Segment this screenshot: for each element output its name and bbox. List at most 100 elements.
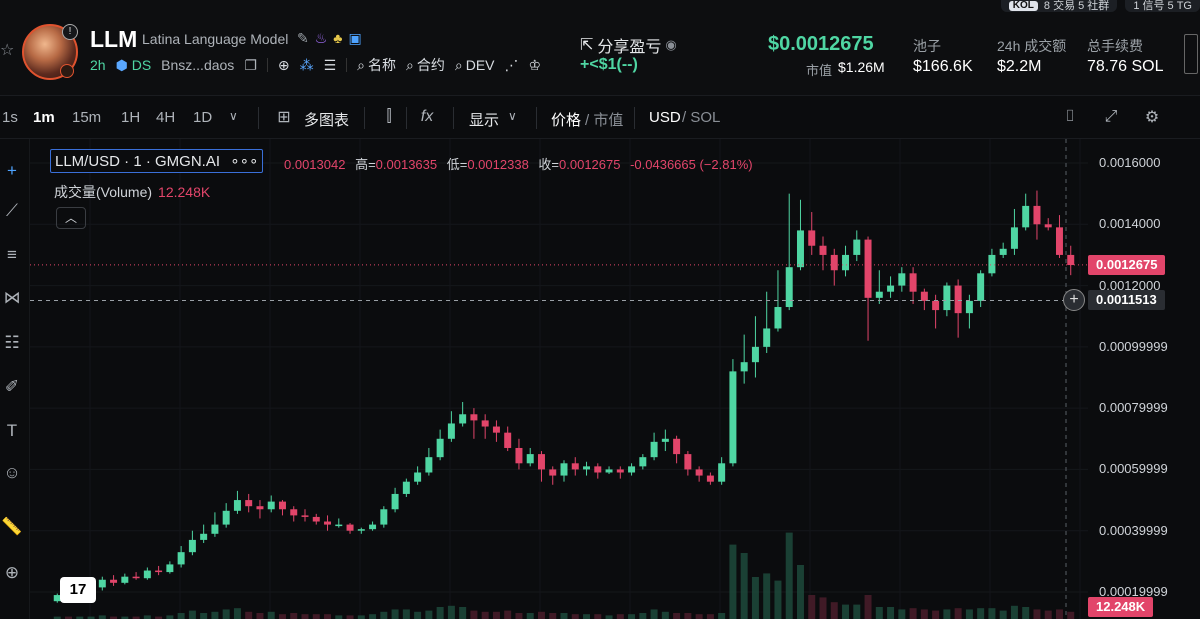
- share-node-icon[interactable]: ⋰: [504, 56, 519, 73]
- volume-bar: [594, 614, 602, 619]
- usd-toggle[interactable]: USD: [649, 109, 681, 126]
- symbol-legend[interactable]: LLM/USD · 1 · GMGN.AI ∘∘∘: [50, 149, 264, 173]
- volume-bar: [684, 613, 692, 619]
- interval-4h[interactable]: 4H: [156, 109, 176, 126]
- volume-bar: [369, 614, 377, 619]
- chevron-down-icon[interactable]: ∨: [508, 109, 517, 123]
- volume-bar: [1022, 607, 1030, 619]
- volume-bar: [380, 611, 388, 619]
- interval-1m[interactable]: 1m: [33, 109, 55, 126]
- interval-1s[interactable]: 1s: [2, 109, 18, 126]
- volume-bar: [391, 609, 399, 619]
- ds-label: DS: [131, 56, 152, 73]
- candle-body: [470, 414, 478, 421]
- signal-pill[interactable]: 1 信号 5 TG: [1125, 0, 1200, 12]
- ruler-icon[interactable]: 📏: [1, 517, 23, 536]
- chat-icon[interactable]: ▣: [348, 30, 362, 46]
- display-dropdown[interactable]: 显示: [469, 112, 500, 129]
- interval-1h[interactable]: 1H: [121, 109, 141, 126]
- zoom-in-icon[interactable]: ⊕: [4, 563, 20, 582]
- candle-body: [155, 570, 163, 573]
- interval-1d[interactable]: 1D: [193, 109, 213, 126]
- volume-bar: [504, 610, 512, 619]
- price-toggle[interactable]: 价格: [551, 112, 582, 129]
- fullscreen-icon[interactable]: ⤢: [1104, 108, 1118, 125]
- volume-bar: [526, 613, 534, 619]
- pattern-icon[interactable]: ⋈: [3, 288, 21, 307]
- fire-icon: ♨: [314, 30, 328, 46]
- panel-edge-icon[interactable]: [1184, 34, 1198, 74]
- candle-body: [459, 414, 467, 424]
- brush-icon[interactable]: ✐: [4, 377, 20, 396]
- symbol-label: LLM/USD · 1 · GMGN.AI: [55, 153, 221, 170]
- volume-bar: [650, 609, 658, 619]
- candle-body: [380, 509, 388, 525]
- volume-bar: [312, 614, 320, 619]
- mcap-toggle[interactable]: / 市值: [585, 112, 624, 129]
- y-tick-label: 0.0016000: [1099, 155, 1161, 170]
- kol-pill[interactable]: KOL 8 交易 5 社群: [1000, 0, 1118, 12]
- interval-15m[interactable]: 15m: [72, 109, 102, 126]
- indicator-fx-icon[interactable]: fx: [420, 108, 434, 125]
- volume-bar: [583, 614, 591, 619]
- candle-body: [492, 426, 500, 433]
- ds-link[interactable]: ⬢ DS: [116, 57, 152, 74]
- camera-icon[interactable]: ⌷: [1065, 108, 1075, 125]
- search-dev-link[interactable]: ⌕ DEV: [455, 57, 495, 74]
- drawing-tools: + ⟋ ≡ ⋈ ☷ ✐ T ☺ 📏 ⊕: [0, 139, 30, 619]
- candle-body: [222, 510, 230, 525]
- candle-body: [256, 506, 264, 510]
- eye-icon[interactable]: ◉: [665, 37, 677, 52]
- sol-toggle[interactable]: / SOL: [682, 109, 721, 126]
- candle-body: [751, 346, 759, 363]
- volume-bar: [853, 604, 861, 619]
- chevron-down-icon[interactable]: ∨: [229, 109, 238, 123]
- crosshair-icon[interactable]: +: [7, 161, 17, 180]
- add-alert-icon[interactable]: +: [1063, 289, 1085, 312]
- y-tick-label: 0.00039999: [1099, 522, 1168, 538]
- volume-bar: [796, 565, 804, 619]
- price-chart[interactable]: [30, 139, 1200, 619]
- volume-bar: [267, 611, 275, 619]
- copy-icon[interactable]: ❐: [244, 56, 257, 73]
- volume-bar: [222, 609, 230, 619]
- community-icon[interactable]: ♣: [333, 30, 343, 46]
- more-icon[interactable]: ∘∘∘: [230, 153, 259, 170]
- info-badge-icon[interactable]: !: [62, 24, 78, 40]
- crosshair-price-badge: 0.0011513: [1088, 290, 1165, 311]
- crown-icon[interactable]: ♔: [528, 56, 542, 73]
- volume-bar: [920, 609, 928, 619]
- market-cap-value: $1.26M: [838, 59, 885, 75]
- volume-bar: [909, 608, 917, 619]
- candle-body: [639, 457, 647, 467]
- collapse-legend-button[interactable]: ︿: [56, 207, 86, 229]
- add-chart-icon[interactable]: ⊞: [277, 109, 291, 126]
- search-name-link[interactable]: ⌕ 名称: [357, 55, 396, 75]
- candle-body: [1022, 205, 1030, 228]
- globe-icon[interactable]: ⊕: [277, 56, 290, 73]
- emoji-icon[interactable]: ☺: [3, 463, 21, 482]
- favorite-star-icon[interactable]: ☆: [0, 42, 15, 59]
- search-contract-link[interactable]: ⌕ 合约: [406, 55, 445, 75]
- candle-body: [661, 438, 669, 442]
- edit-icon[interactable]: ✎: [297, 30, 309, 46]
- volume-bar: [639, 613, 647, 619]
- list-icon[interactable]: ☰: [323, 56, 337, 73]
- trendline-icon[interactable]: ⟋: [6, 201, 18, 220]
- candle-body: [188, 539, 196, 553]
- fib-icon[interactable]: ☷: [4, 333, 20, 352]
- volume-bar: [887, 607, 895, 619]
- candle-type-icon[interactable]: ⫿: [386, 108, 392, 125]
- people-icon[interactable]: ⁂: [299, 56, 314, 73]
- horizontal-lines-icon[interactable]: ≡: [7, 245, 17, 264]
- multi-chart-button[interactable]: 多图表: [304, 112, 350, 129]
- settings-icon[interactable]: ⚙: [1144, 109, 1160, 126]
- volume-bar: [977, 608, 985, 619]
- volume-24h-label: 24h 成交额: [997, 38, 1067, 54]
- candle-body: [211, 524, 219, 534]
- candle-body: [583, 466, 591, 470]
- share-pnl-button[interactable]: ⇱ 分享盈亏 ◉: [580, 33, 677, 57]
- volume-bar: [1044, 610, 1052, 619]
- candle-body: [425, 457, 433, 473]
- text-tool-icon[interactable]: T: [6, 421, 18, 440]
